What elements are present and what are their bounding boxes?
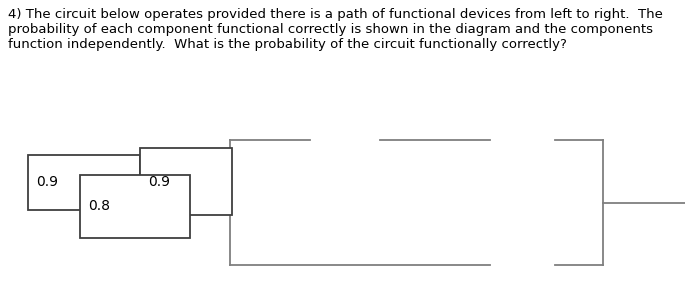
Bar (140, 148, 232, 215)
Bar (28, 155, 140, 210)
Bar (80, 175, 190, 238)
Text: 4) The circuit below operates provided there is a path of functional devices fro: 4) The circuit below operates provided t… (8, 8, 663, 21)
Text: 0.9: 0.9 (148, 175, 170, 189)
Text: 0.8: 0.8 (88, 199, 110, 214)
Text: probability of each component functional correctly is shown in the diagram and t: probability of each component functional… (8, 23, 653, 36)
Text: 0.9: 0.9 (36, 176, 58, 189)
Text: function independently.  What is the probability of the circuit functionally cor: function independently. What is the prob… (8, 38, 567, 51)
